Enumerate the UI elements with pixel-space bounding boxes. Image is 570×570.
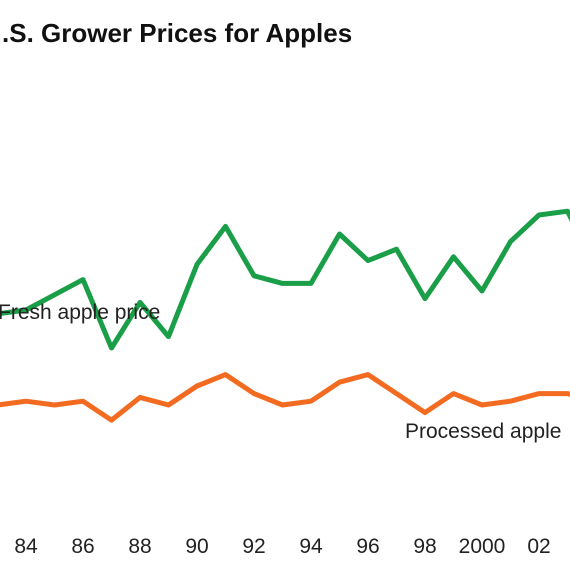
x-tick-label: 90: [185, 535, 208, 558]
series-label-fresh: Fresh apple price: [0, 301, 160, 324]
series-line-processed: [0, 372, 570, 423]
x-tick-label: 84: [14, 535, 38, 558]
series-line-fresh: [0, 208, 570, 351]
x-tick-label: 86: [71, 535, 94, 558]
x-tick-label: 96: [356, 535, 379, 558]
x-axis-ticks: 84 86 88 90 92 94 96 98 2000 02: [14, 535, 550, 558]
x-tick-label: 88: [128, 535, 151, 558]
x-tick-label: 02: [527, 535, 550, 558]
series-layer: [0, 208, 570, 423]
x-tick-label: 98: [413, 535, 436, 558]
chart-title: .S. Grower Prices for Apples: [2, 18, 352, 48]
x-tick-label: 92: [242, 535, 265, 558]
series-label-processed: Processed apple: [405, 420, 561, 443]
x-tick-label: 2000: [459, 535, 506, 558]
x-tick-label: 94: [299, 535, 323, 558]
